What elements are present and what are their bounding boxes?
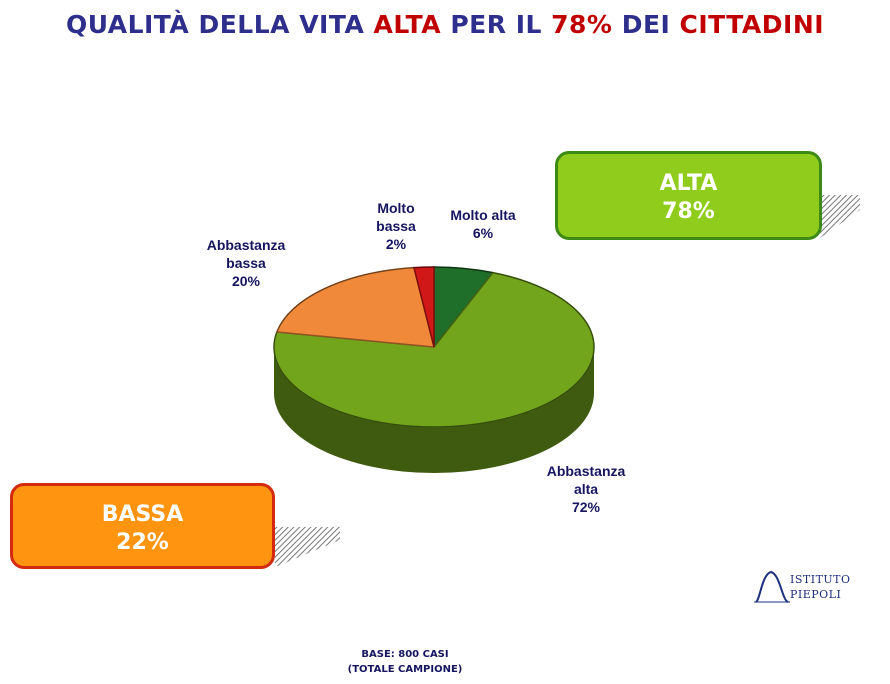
- pie-tops: [273, 266, 595, 428]
- pie-sides: [274, 347, 594, 473]
- slice-label-line: Molto alta: [450, 207, 516, 223]
- logo-curve-icon: [754, 570, 790, 603]
- bassa-box-shadow: [275, 527, 340, 567]
- chart-title: QUALITÀ DELLA VITA ALTA PER IL 78% DEI C…: [0, 10, 890, 39]
- pie-slice-side-1: [274, 347, 594, 473]
- slice-label-molto-alta: Molto alta 6%: [437, 206, 529, 242]
- slice-label-line: bassa: [226, 255, 266, 271]
- title-part-1: ALTA: [373, 10, 442, 39]
- slice-label-line: 6%: [472, 225, 494, 241]
- pie-outline: [273, 266, 595, 428]
- slice-label-abbastanza-bassa: Abbastanza bassa 20%: [190, 236, 302, 290]
- title-part-3: 78%: [551, 10, 613, 39]
- base-note: BASE: 800 CASI (TOTALE CAMPIONE): [310, 647, 500, 677]
- logo-line-2: PIEPOLI: [790, 588, 842, 601]
- slice-label-line: Molto: [377, 200, 415, 216]
- pie-slice-3: [412, 266, 435, 348]
- pie-slice-1: [273, 271, 595, 428]
- bassa-value: 22%: [116, 530, 169, 555]
- alta-summary-box: ALTA 78%: [555, 151, 822, 240]
- pie-slice-2: [275, 266, 435, 348]
- slice-label-molto-bassa: Molto bassa 2%: [358, 199, 434, 253]
- logo-line-1: ISTITUTO: [790, 573, 851, 586]
- base-line-1: BASE: 800 CASI: [361, 649, 449, 660]
- bassa-summary-box: BASSA 22%: [10, 483, 275, 569]
- slice-label-abbastanza-alta: Abbastanza alta 72%: [527, 462, 645, 516]
- slice-label-line: 72%: [571, 499, 601, 515]
- slice-label-line: alta: [573, 481, 599, 497]
- slice-label-line: Abbastanza: [546, 463, 626, 479]
- alta-box-shadow: [820, 195, 860, 238]
- title-part-4: DEI: [612, 10, 680, 39]
- alta-label: ALTA: [659, 171, 718, 196]
- istituto-piepoli-logo: ISTITUTO PIEPOLI: [752, 566, 862, 608]
- slice-label-line: 20%: [231, 273, 261, 289]
- slice-label-line: Abbastanza: [206, 237, 286, 253]
- title-part-0: QUALITÀ DELLA VITA: [65, 10, 374, 39]
- slice-label-line: bassa: [376, 218, 416, 234]
- title-part-2: PER IL: [441, 10, 552, 39]
- bassa-label: BASSA: [101, 502, 184, 527]
- title-part-5: CITTADINI: [679, 10, 825, 39]
- alta-value: 78%: [662, 199, 715, 224]
- base-line-2: (TOTALE CAMPIONE): [347, 664, 463, 675]
- slice-label-line: 2%: [385, 236, 407, 252]
